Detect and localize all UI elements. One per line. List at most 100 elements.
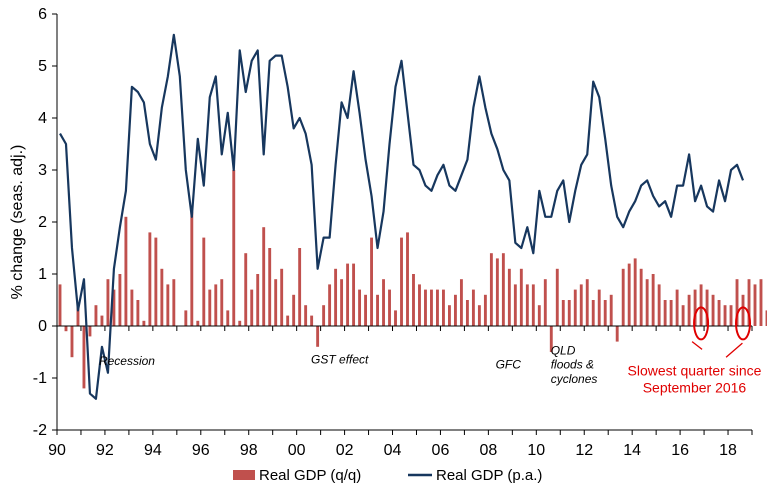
annotation-label: QLD bbox=[551, 344, 576, 358]
x-tick-label: 90 bbox=[48, 442, 66, 459]
bar bbox=[142, 320, 146, 326]
bar bbox=[483, 294, 487, 326]
bar bbox=[442, 289, 445, 326]
x-tick-label: 10 bbox=[527, 442, 545, 459]
bar bbox=[735, 279, 739, 326]
x-tick-label: 92 bbox=[96, 442, 114, 459]
bar bbox=[723, 305, 727, 326]
bar bbox=[543, 279, 547, 326]
callout-text: September 2016 bbox=[643, 379, 747, 395]
y-tick-label: 4 bbox=[38, 110, 47, 127]
annotation-label: floods & bbox=[551, 358, 594, 372]
annotation-label: Recession bbox=[99, 354, 155, 368]
bar-series-qq bbox=[58, 170, 767, 389]
bar bbox=[525, 284, 529, 326]
annotation-label: GST effect bbox=[311, 352, 369, 366]
bar bbox=[651, 274, 655, 326]
bar bbox=[759, 279, 763, 326]
bar bbox=[741, 294, 745, 326]
highlight-ellipse bbox=[735, 306, 752, 341]
bar bbox=[436, 289, 439, 326]
bar bbox=[214, 284, 218, 326]
bar bbox=[376, 294, 379, 326]
bar bbox=[334, 268, 338, 326]
bar bbox=[310, 315, 314, 326]
bar bbox=[298, 248, 302, 326]
bar bbox=[208, 289, 212, 326]
annotation-label: GFC bbox=[496, 358, 522, 372]
bar bbox=[124, 216, 128, 326]
bar bbox=[687, 294, 691, 326]
bar bbox=[226, 310, 230, 326]
x-tick-label: 98 bbox=[240, 442, 258, 459]
bar bbox=[64, 326, 68, 332]
bar bbox=[609, 294, 613, 326]
y-tick-label: 3 bbox=[38, 162, 47, 179]
bar bbox=[693, 289, 697, 326]
bar bbox=[459, 279, 463, 326]
bar bbox=[346, 263, 350, 326]
bar bbox=[621, 268, 625, 326]
legend-label-line: Real GDP (p.a.) bbox=[436, 467, 542, 484]
bar bbox=[418, 284, 421, 326]
bar bbox=[70, 326, 74, 358]
bar bbox=[555, 268, 559, 326]
legend-swatch-bar bbox=[233, 470, 255, 480]
bar bbox=[711, 294, 715, 326]
bar bbox=[328, 284, 332, 326]
bar bbox=[465, 300, 469, 326]
y-tick-label: 5 bbox=[38, 58, 47, 75]
bar bbox=[58, 284, 62, 326]
bar bbox=[627, 263, 631, 326]
bar bbox=[286, 315, 290, 326]
x-tick-label: 18 bbox=[719, 442, 737, 459]
bar bbox=[513, 284, 517, 326]
y-tick-label: 6 bbox=[38, 6, 47, 23]
bar bbox=[232, 170, 236, 326]
bar bbox=[633, 258, 637, 326]
bar bbox=[597, 289, 601, 326]
bar bbox=[154, 237, 158, 326]
bar bbox=[448, 305, 451, 326]
y-tick-label: -2 bbox=[33, 422, 47, 439]
bar bbox=[412, 274, 415, 326]
x-tick-label: 96 bbox=[192, 442, 210, 459]
bar bbox=[705, 289, 709, 326]
bar bbox=[675, 289, 679, 326]
bar bbox=[406, 232, 409, 326]
y-axis-label: % change (seas. adj.) bbox=[9, 145, 26, 300]
bar bbox=[322, 305, 326, 326]
annotation-label: cyclones bbox=[551, 372, 598, 386]
bar bbox=[106, 279, 110, 326]
bar bbox=[352, 263, 356, 326]
bar bbox=[507, 268, 511, 326]
highlight-ellipse bbox=[693, 306, 710, 341]
x-tick-label: 02 bbox=[336, 442, 354, 459]
bar bbox=[561, 300, 565, 326]
bar bbox=[340, 279, 344, 326]
bar bbox=[358, 289, 362, 326]
bar bbox=[280, 268, 284, 326]
bar bbox=[477, 305, 481, 326]
bar bbox=[256, 274, 260, 326]
bar bbox=[729, 305, 733, 326]
bar bbox=[531, 284, 535, 326]
bar bbox=[699, 284, 703, 326]
bar bbox=[88, 326, 92, 337]
bar bbox=[489, 253, 493, 326]
y-tick-label: 2 bbox=[38, 214, 47, 231]
bar bbox=[244, 253, 248, 326]
bar bbox=[160, 268, 164, 326]
arrow-line bbox=[725, 342, 743, 358]
bar bbox=[615, 326, 619, 342]
legend-label-bar: Real GDP (q/q) bbox=[259, 467, 361, 484]
bar bbox=[292, 294, 296, 326]
bar bbox=[196, 320, 200, 326]
bar bbox=[268, 248, 272, 326]
y-tick-label: 1 bbox=[38, 266, 47, 283]
bar bbox=[424, 289, 427, 326]
bar bbox=[567, 300, 571, 326]
